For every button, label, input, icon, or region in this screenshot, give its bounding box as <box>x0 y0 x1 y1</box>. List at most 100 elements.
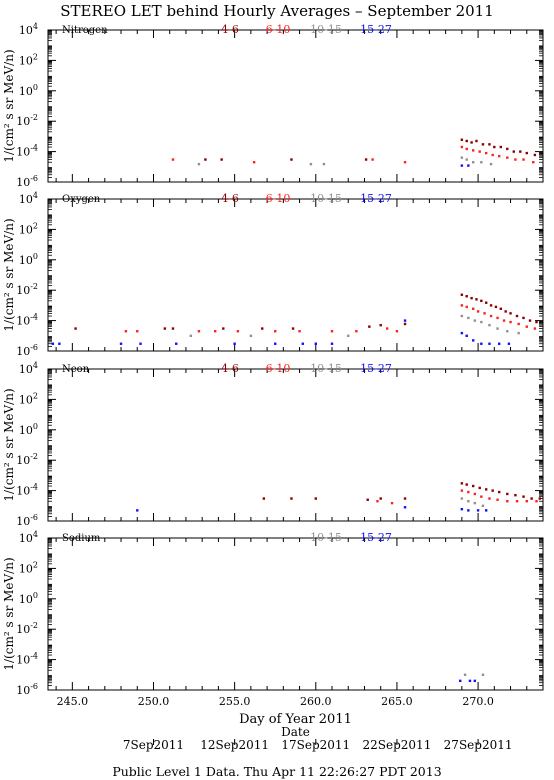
data-point-15-27 <box>403 506 407 509</box>
data-point-4-6 <box>290 497 293 500</box>
data-point-6-10 <box>517 322 520 326</box>
data-point-6-10 <box>472 307 475 310</box>
data-point-4-6 <box>489 304 493 307</box>
date-tick-label: 22Sep2011 <box>363 738 432 752</box>
data-point-6-10 <box>489 314 493 318</box>
y-tick-label: 104 <box>19 361 38 376</box>
data-point-15-27 <box>233 342 236 345</box>
data-point-4-6 <box>504 310 507 313</box>
legend-10-15: 10-15 <box>310 531 342 544</box>
data-point-10-15 <box>506 330 509 333</box>
data-point-10-15 <box>463 673 467 676</box>
data-point-4-6 <box>403 322 407 326</box>
y-tick-label: 102 <box>19 52 38 67</box>
data-point-6-10 <box>473 492 477 496</box>
legend-6-10: 6-10 <box>266 192 291 205</box>
x-tick-label: 265.0 <box>381 695 413 708</box>
data-point-6-10 <box>478 150 481 153</box>
data-point-4-6 <box>515 314 519 318</box>
legend-4-6: 4-6 <box>221 192 239 205</box>
data-point-6-10 <box>330 330 334 333</box>
y-tick-label: 100 <box>19 83 38 98</box>
y-tick-label: 102 <box>19 560 38 575</box>
data-point-4-6 <box>222 327 225 330</box>
oxygen-label: Oxygen <box>62 194 101 205</box>
data-point-10-15 <box>473 501 477 505</box>
data-point-4-6 <box>538 497 541 500</box>
y-tick-label: 10-6 <box>16 343 38 358</box>
data-point-4-6 <box>488 143 491 146</box>
data-point-10-15 <box>467 316 470 320</box>
data-point-15-27 <box>488 342 491 345</box>
data-point-10-15 <box>496 327 499 330</box>
y-tick-label: 100 <box>19 591 38 606</box>
data-point-6-10 <box>488 497 491 500</box>
data-point-15-27 <box>460 331 464 335</box>
x-tick-label: 260.0 <box>300 695 332 708</box>
data-point-4-6 <box>522 316 525 320</box>
data-point-10-15 <box>467 500 470 503</box>
oxygen-panel: 104 102 100 10-2 10-4 10-61/(cm² s sr MeV/n) O… <box>2 191 544 358</box>
x-tick-label: 245.0 <box>57 695 89 708</box>
data-point-4-6 <box>475 139 478 143</box>
neon-y-axis-label: 1/(cm² s sr MeV/n) <box>2 388 16 501</box>
data-point-6-10 <box>522 158 525 161</box>
data-point-4-6 <box>475 298 478 301</box>
data-point-4-6 <box>460 293 464 296</box>
data-point-10-15 <box>488 323 491 327</box>
data-point-15-27 <box>459 679 462 683</box>
data-point-4-6 <box>530 497 533 500</box>
data-point-6-10 <box>465 147 468 151</box>
legend-10-15: 10-15 <box>310 23 342 36</box>
data-point-4-6 <box>512 150 515 153</box>
data-point-6-10 <box>460 304 464 307</box>
sodium-y-axis-label: 1/(cm² s sr MeV/n) <box>2 557 16 670</box>
footer-text: Public Level 1 Data. Thu Apr 11 22:26:27… <box>112 764 441 779</box>
data-point-6-10 <box>533 327 537 330</box>
data-point-10-15 <box>517 331 520 335</box>
y-tick-label: 100 <box>19 422 38 437</box>
data-point-6-10 <box>465 305 468 309</box>
data-point-6-10 <box>136 330 139 333</box>
data-point-10-15 <box>460 497 464 500</box>
data-point-4-6 <box>499 307 503 310</box>
data-point-4-6 <box>506 492 509 496</box>
data-point-6-10 <box>355 330 358 333</box>
data-point-6-10 <box>213 330 217 333</box>
data-point-6-10 <box>236 330 240 333</box>
date-tick-label: 7Sep2011 <box>123 738 184 752</box>
neon-frame <box>47 368 544 522</box>
data-point-4-6 <box>220 158 223 161</box>
y-tick-label: 10-4 <box>16 483 38 498</box>
data-point-6-10 <box>502 319 506 322</box>
legend-15-27: 15-27 <box>360 531 392 544</box>
y-tick-label: 10-6 <box>16 174 38 189</box>
data-point-4-6 <box>494 305 498 309</box>
data-point-4-6 <box>493 145 496 149</box>
legend-15-27: 15-27 <box>360 362 392 375</box>
data-point-4-6 <box>379 323 382 327</box>
data-point-6-10 <box>124 330 128 333</box>
y-tick-label: 10-4 <box>16 313 38 328</box>
data-point-15-27 <box>465 334 468 337</box>
data-point-15-27 <box>301 342 305 345</box>
data-point-15-27 <box>473 679 477 683</box>
data-point-15-27 <box>480 342 483 345</box>
nitrogen-y-axis-label: 1/(cm² s sr MeV/n) <box>2 49 16 162</box>
data-point-6-10 <box>484 151 488 155</box>
data-point-4-6 <box>481 143 485 146</box>
data-point-15-27 <box>468 679 472 683</box>
data-point-4-6 <box>533 153 537 157</box>
nitrogen-label: Nitrogen <box>62 25 108 36</box>
data-point-4-6 <box>460 138 464 141</box>
data-point-6-10 <box>390 501 394 505</box>
data-point-10-15 <box>322 162 326 166</box>
data-point-4-6 <box>525 151 528 155</box>
data-point-6-10 <box>376 500 379 503</box>
legend-15-27: 15-27 <box>360 23 392 36</box>
data-point-4-6 <box>465 295 468 298</box>
data-point-4-6 <box>379 497 382 500</box>
y-tick-label: 10-2 <box>16 282 38 297</box>
data-point-6-10 <box>496 498 499 501</box>
